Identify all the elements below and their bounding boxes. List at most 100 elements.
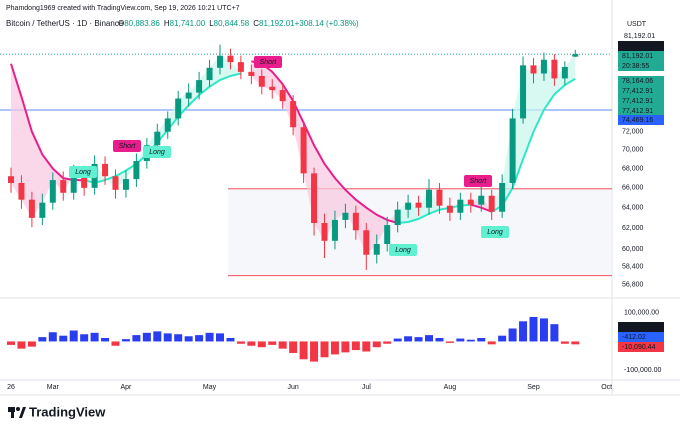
legend-value: 81,192.01 [259,19,295,28]
signal-tag [481,226,509,238]
indicator-bar [529,316,538,342]
candle-body [530,65,537,74]
candle-body [60,180,67,193]
price-label: 77,412.91 [622,98,653,105]
indicator-bar [236,341,245,344]
candle-body [18,182,25,200]
indicator-bar [163,333,172,342]
y-tick-label: 62,000 [622,225,644,232]
candle-body [227,55,234,63]
signal-tag [69,166,97,178]
indicator-bar [278,341,287,349]
y-tick-label: 68,000 [622,165,644,172]
range-fill [228,188,612,276]
candle-body [415,202,422,208]
candle-body [311,173,318,224]
indicator-bar [80,334,89,342]
indicator-bar [59,335,68,342]
indicator-bar [174,334,183,342]
candle-body [237,62,244,72]
signal-tag [389,244,417,256]
candle-body [112,176,119,190]
indicator-bar [184,336,193,342]
indicator-bar [571,341,580,345]
y-tick-label: 58,400 [622,264,644,271]
indicator-bar [69,330,78,342]
signal-tag [143,146,171,158]
indicator-bar [299,341,308,360]
indicator-bar [508,328,517,342]
signal-label: Long [149,149,165,156]
price-label: 78,164.06 [622,78,653,85]
price-label-box [618,76,664,86]
indicator-bar [90,332,99,342]
signal-label: Long [487,229,503,236]
indicator-bar [383,341,392,344]
y-tick-label: 70,000 [622,147,644,154]
signal-label: Long [75,169,91,176]
indicator-bar [216,333,224,342]
candle-body [520,65,527,119]
candle-body [352,212,359,231]
symbol-title: Bitcoin / TetherUS · 1D · Binance [6,19,124,28]
candle-body [49,180,56,203]
indicator-bar [132,335,141,342]
x-tick-label: Aug [444,384,457,391]
y-tick-label: 56,800 [622,282,644,289]
indicator-label: -412.02 [622,334,646,341]
signal-label: Short [260,59,278,66]
indicator-bar [289,341,298,353]
indicator-bar [404,336,413,342]
price-label: 81,192.01 [622,53,653,60]
indicator-bar [320,341,329,358]
y-tick-label: 66,000 [622,185,644,192]
candle-body [122,179,129,190]
price-label: 81,192.01 [622,43,653,50]
candle-body [572,54,579,57]
candle-body [478,195,485,205]
candle-body [81,173,88,188]
indicator-bar [372,341,381,348]
candle-body [290,101,297,128]
signal-tag [254,56,282,68]
indicator-bar [466,339,475,342]
candle-body [499,182,506,212]
indicator-bar [226,337,235,342]
indicator-bar [425,335,433,342]
indicator-bar [38,337,47,342]
indicator-bar [498,335,507,342]
y-tick-label: 60,000 [622,246,644,253]
legend-key: C [253,19,259,28]
price-label-box [618,61,664,71]
price-label-box [618,96,664,106]
x-tick-label: Jul [362,384,371,391]
indicator-bar [247,341,256,346]
candle-body [8,176,14,183]
candle-body [206,67,213,81]
indicator-bar [330,341,339,355]
x-tick-label: 26 [7,384,15,391]
price-label: 74,469.16 [622,117,653,124]
indicator-bar [48,332,57,342]
indicator-bar [362,341,371,352]
candle-body [467,199,474,205]
indicator-bar [560,341,569,344]
legend-key: H [164,19,170,28]
candle-body [217,55,223,68]
indicator-bar [456,338,465,342]
signal-tag [113,140,141,152]
y-tick-label: 72,000 [622,129,644,136]
candle-body [300,127,307,174]
legend-key: L [209,19,214,28]
candle-body [457,199,464,213]
indicator-label-box [618,342,664,352]
indicator-bar [195,335,204,342]
x-tick-label: May [203,384,217,391]
candle-body [102,163,109,177]
indicator-bar [487,341,496,345]
indicator-bar [435,337,444,342]
indicator-bar [477,337,486,342]
candle-body [28,199,35,218]
legend-key: O [118,19,124,28]
